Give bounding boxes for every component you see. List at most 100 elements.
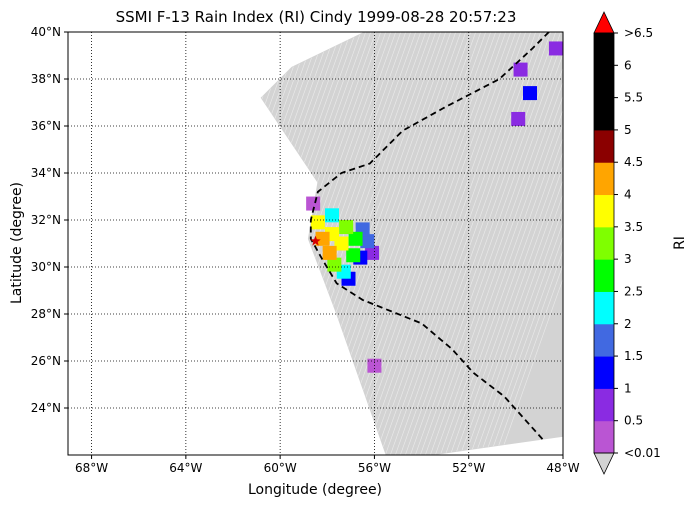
swath-scanline — [454, 32, 563, 455]
x-tick-label: 48°W — [546, 461, 579, 475]
colorbar: <0.01 0.5 1 1.5 2 2.5 3 3.5 4 4.5 5 5.5 6 >6.5 — [593, 11, 661, 475]
rain-cell — [513, 62, 528, 77]
storm-track — [309, 32, 550, 442]
colorbar-tick-label: 4 — [624, 188, 632, 202]
y-tick-label: 26°N — [31, 354, 61, 368]
colorbar-label: RI — [672, 236, 688, 250]
swath-scanline — [469, 32, 563, 455]
colorbar-segment — [594, 259, 614, 292]
swath-scanline — [261, 32, 311, 455]
rain-cell — [310, 215, 325, 230]
colorbar-segment — [594, 65, 614, 99]
y-tick-label: 30°N — [31, 260, 61, 274]
swath-region — [260, 32, 563, 455]
swath-scanline — [354, 32, 516, 455]
swath-scanline — [464, 32, 563, 455]
chart-title: SSMI F-13 Rain Index (RI) Cindy 1999-08-… — [116, 8, 517, 26]
rain-cell — [548, 41, 563, 56]
swath-scanline — [261, 32, 331, 455]
x-tick-label: 68°W — [75, 461, 108, 475]
swath-scanline — [409, 32, 563, 455]
colorbar-tick-label: 3.5 — [624, 220, 643, 234]
colorbar-tick-label: 2 — [624, 317, 632, 331]
colorbar-segment — [594, 97, 614, 131]
swath-scanline — [359, 32, 521, 455]
rain-cell — [365, 245, 380, 260]
swath-scanline — [261, 32, 301, 455]
rain-cells — [306, 41, 563, 373]
swath-scanline — [419, 32, 563, 455]
y-axis-label: Latitude (degree) — [9, 182, 25, 304]
swath-scanline — [261, 32, 316, 455]
colorbar-tick-label: <0.01 — [624, 446, 661, 460]
colorbar-tick-label: 5.5 — [624, 91, 643, 105]
swath-scanline — [404, 32, 563, 455]
x-tick-label: 64°W — [169, 461, 202, 475]
colorbar-tick-label: 2.5 — [624, 284, 643, 298]
colorbar-tick-label: 4.5 — [624, 155, 643, 169]
x-axis-label: Longitude (degree) — [248, 482, 382, 498]
colorbar-tick-label: 0.5 — [624, 414, 643, 428]
swath-scanline — [379, 32, 541, 455]
colorbar-segment — [594, 356, 614, 389]
colorbar-segment — [594, 420, 614, 454]
y-tick-label: 24°N — [31, 401, 61, 415]
swath-scanline — [424, 32, 563, 455]
swath-scanline — [439, 32, 563, 455]
swath-scanline — [429, 32, 563, 455]
swath-scanline — [369, 32, 531, 455]
y-tick-label: 40°N — [31, 25, 61, 39]
rain-cell — [315, 231, 330, 246]
swath-scanline — [261, 32, 306, 455]
y-tick-label: 32°N — [31, 213, 61, 227]
y-tick-label: 34°N — [31, 166, 61, 180]
rain-cell — [511, 111, 526, 126]
swath-scanline — [494, 32, 563, 455]
rain-cell — [322, 245, 337, 260]
swath-scanline — [414, 32, 563, 455]
rain-cell — [346, 248, 361, 263]
rain-cell — [360, 234, 375, 249]
colorbar-tick-label: >6.5 — [624, 26, 653, 40]
swath-scanline — [459, 32, 563, 455]
swath-scanline — [434, 32, 563, 455]
colorbar-segment — [594, 226, 614, 260]
colorbar-segment — [594, 323, 614, 357]
swath-scanline — [261, 32, 341, 455]
y-tick-label: 36°N — [31, 119, 61, 133]
swath-scanline — [374, 32, 536, 455]
colorbar-segment — [594, 162, 614, 196]
swath-scanline — [261, 32, 326, 455]
rain-cell — [325, 208, 339, 223]
swath-scanline — [384, 32, 546, 455]
x-axis: 68°W 64°W 60°W 56°W 52°W 48°W — [75, 455, 580, 475]
colorbar-segment — [594, 194, 614, 228]
rain-cell — [327, 257, 342, 272]
storm-center-marker — [310, 235, 321, 246]
y-tick-label: 38°N — [31, 72, 61, 86]
swath-scanline — [344, 32, 506, 455]
colorbar-segment — [594, 129, 614, 163]
swath-scanline — [349, 32, 511, 455]
x-tick-label: 56°W — [358, 461, 391, 475]
y-axis: 24°N 26°N 28°N 30°N 32°N 34°N 36°N 38°N 40°N — [31, 25, 68, 415]
swath-scanline — [449, 32, 563, 455]
colorbar-tick-label: 1.5 — [624, 349, 643, 363]
swath-scanline — [479, 32, 563, 455]
x-tick-label: 52°W — [452, 461, 485, 475]
swath-scanline — [261, 32, 336, 455]
rain-cell — [348, 231, 363, 246]
swath-scanline — [364, 32, 526, 455]
plot-frame — [67, 31, 564, 456]
rain-cell — [339, 220, 354, 235]
swath-scanline — [339, 32, 501, 455]
x-tick-label: 60°W — [264, 461, 297, 475]
colorbar-frame — [593, 32, 615, 454]
colorbar-segment — [594, 388, 614, 422]
colorbar-segment — [594, 33, 614, 66]
colorbar-segment — [594, 291, 614, 325]
swath-scanline — [261, 32, 296, 455]
rain-cell — [523, 86, 537, 101]
swath-scanline — [444, 32, 563, 455]
